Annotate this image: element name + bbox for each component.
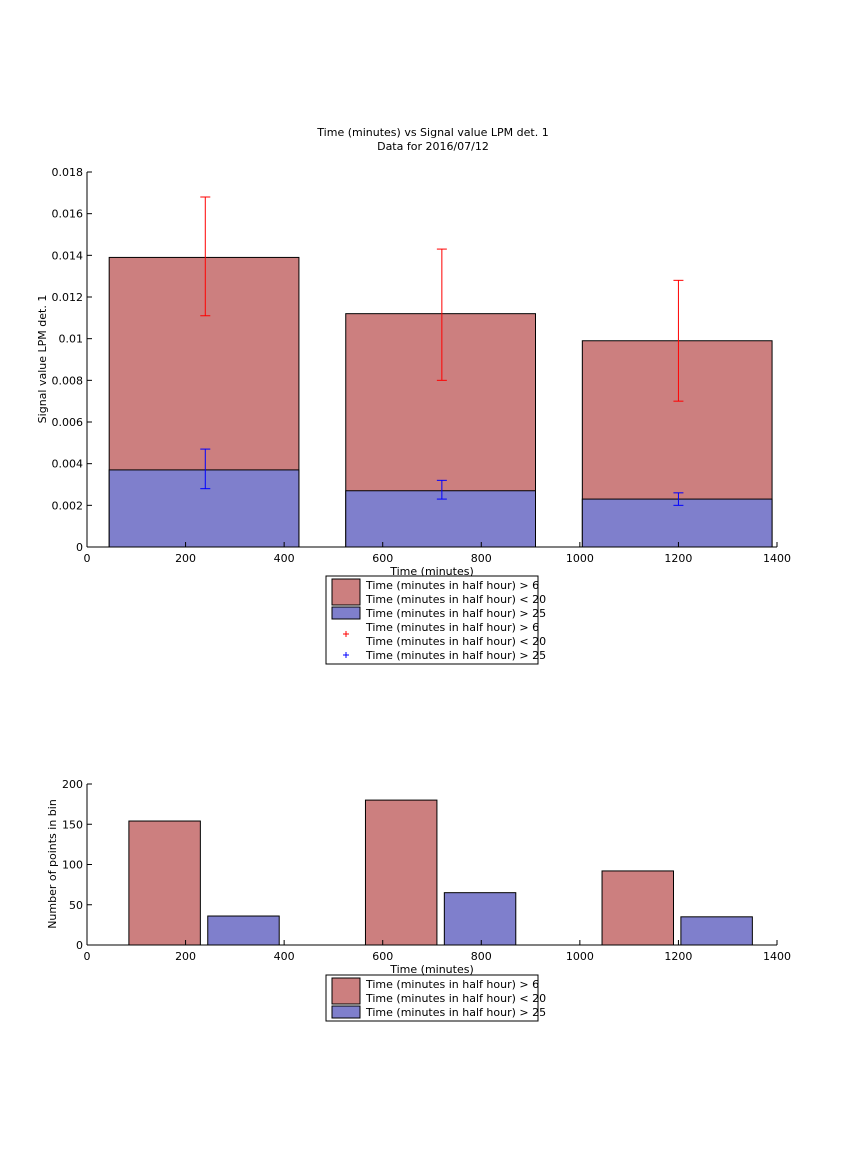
chart1-y-tick-label: 0.004	[52, 458, 84, 471]
chart1-x-tick-label: 200	[175, 552, 196, 565]
chart2-bar-blue	[680, 916, 753, 946]
chart1-y-tick-label: 0.01	[59, 333, 84, 346]
chart2-ylabel: Number of points in bin	[46, 799, 59, 929]
chart1-y-tick-label: 0.002	[52, 499, 84, 512]
chart2-y-tick-label: 0	[76, 939, 83, 952]
chart1-x-tick-label: 0	[84, 552, 91, 565]
chart1-y-tick-label: 0.008	[52, 374, 84, 387]
chart1-legend-box	[325, 575, 539, 665]
chart1-legend-swatch	[331, 578, 361, 606]
chart2-y-tick-label: 100	[62, 859, 83, 872]
chart1-ylabel: Signal value LPM det. 1	[36, 295, 49, 424]
chart1-x-tick-label: 1000	[566, 552, 594, 565]
chart2-x-tick-label: 600	[372, 950, 393, 963]
chart1-legend-entry-label: Time (minutes in half hour) > 25	[365, 607, 546, 620]
chart2-x-tick-label: 1400	[763, 950, 791, 963]
chart2-legend-swatch	[331, 977, 361, 1005]
chart1-y-tick-label: 0.014	[52, 249, 84, 262]
chart2-x-tick-label: 1000	[566, 950, 594, 963]
chart1-legend-entry-label: Time (minutes in half hour) < 20	[365, 593, 546, 606]
chart2-legend-box	[325, 974, 539, 1022]
chart1-subtitle: Data for 2016/07/12	[377, 140, 489, 153]
chart1-x-tick-label: 1400	[763, 552, 791, 565]
chart1-legend-swatch	[331, 606, 361, 620]
chart2-x-tick-label: 800	[471, 950, 492, 963]
chart2-bar-blue	[443, 892, 517, 946]
chart2-x-tick-label: 0	[84, 950, 91, 963]
chart1-plot: 0 200 400 600 800 1000 1200 1400 0 0.002 0.004 0.00…	[52, 166, 792, 565]
chart1-xlabel: Time (minutes)	[389, 565, 474, 578]
chart2-legend-entry-label: Time (minutes in half hour) < 20	[365, 992, 546, 1005]
chart2-y-tick-label: 50	[69, 899, 83, 912]
chart2-xlabel: Time (minutes)	[389, 963, 474, 976]
chart2-plot: 0 200 400 600 800 1000 1200 1400 0 50 100 150 200	[62, 778, 791, 963]
chart2-x-tick-label: 400	[274, 950, 295, 963]
chart2-bar-red	[128, 820, 201, 946]
chart1-legend-entry-label: Time (minutes in half hour) > 25	[365, 649, 546, 662]
chart1-bar-blue	[581, 498, 773, 548]
chart2-y-tick-label: 200	[62, 778, 83, 791]
chart1-y-tick-label: 0.012	[52, 291, 84, 304]
chart1-y-tick-label: 0	[76, 541, 83, 554]
chart1-y-tick-label: 0.016	[52, 208, 84, 221]
chart1-title: Time (minutes) vs Signal value LPM det. …	[316, 126, 548, 139]
chart1-y-tick-label: 0.006	[52, 416, 84, 429]
chart2-bar-red	[601, 870, 674, 946]
chart2-legend-entry-label: Time (minutes in half hour) > 6	[365, 978, 539, 991]
chart1-bar-blue	[108, 469, 300, 548]
chart1-x-tick-label: 800	[471, 552, 492, 565]
chart2-x-tick-label: 200	[175, 950, 196, 963]
chart1-x-tick-label: 600	[372, 552, 393, 565]
chart1-legend-entry-label: Time (minutes in half hour) > 6	[365, 621, 539, 634]
chart1-legend-entry-label: Time (minutes in half hour) < 20	[365, 635, 546, 648]
chart1-legend-entry-label: Time (minutes in half hour) > 6	[365, 579, 539, 592]
chart1-x-tick-label: 1200	[664, 552, 692, 565]
chart1-x-tick-label: 400	[274, 552, 295, 565]
chart2-legend-entry-label: Time (minutes in half hour) > 25	[365, 1006, 546, 1019]
chart2-legend-swatch	[331, 1005, 361, 1019]
chart2-bar-blue	[207, 915, 280, 946]
chart2-y-tick-label: 150	[62, 818, 83, 831]
chart2-x-tick-label: 1200	[664, 950, 692, 963]
chart2-bar-red	[364, 799, 438, 946]
chart1-bar-blue	[345, 490, 536, 548]
chart1-y-tick-label: 0.018	[52, 166, 84, 179]
